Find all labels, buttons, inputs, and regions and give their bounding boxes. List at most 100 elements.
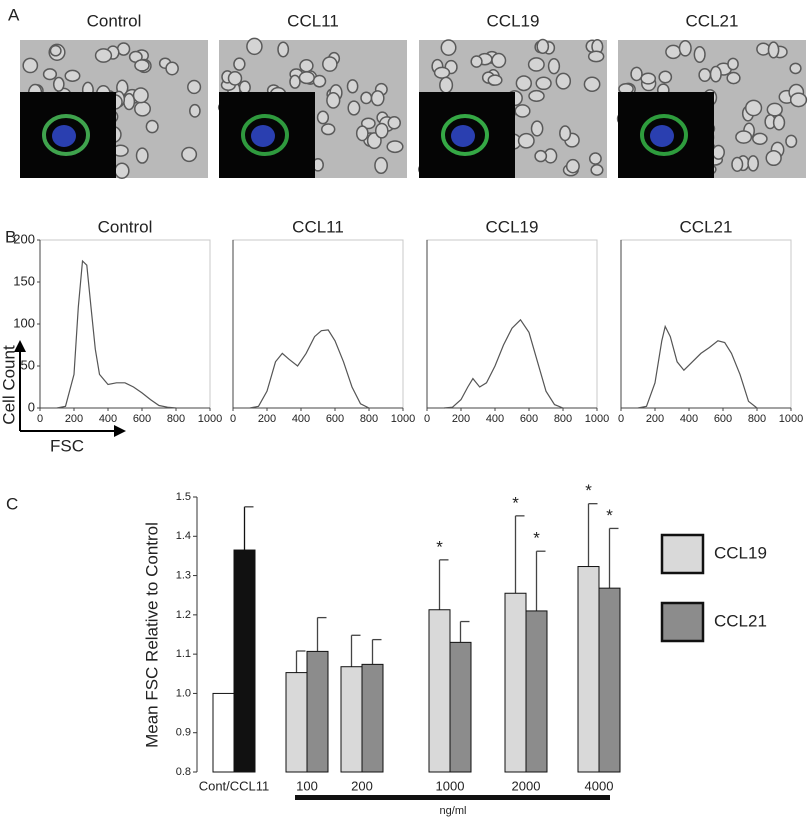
cell <box>588 152 602 165</box>
cell <box>528 89 545 102</box>
plot-frame <box>620 239 792 409</box>
cell <box>277 41 290 58</box>
y-tick-label: 50 <box>21 357 35 372</box>
x-tick-label: 0 <box>230 413 236 425</box>
cell <box>227 71 243 86</box>
cell <box>439 76 454 94</box>
x-tick-label: 4000 <box>585 778 614 793</box>
x-axis-label: ng/ml <box>440 805 467 817</box>
inset-membrane <box>640 114 688 156</box>
cell <box>320 123 336 136</box>
cell <box>374 156 388 175</box>
x-tick-label: 200 <box>646 413 664 425</box>
significance: * <box>585 481 592 500</box>
plot-frame <box>426 239 598 409</box>
cell <box>134 59 150 72</box>
cell <box>727 57 739 71</box>
x-tick-label: 1000 <box>198 413 222 425</box>
cell <box>747 155 759 172</box>
cell <box>347 100 361 116</box>
inset-membrane <box>241 114 289 156</box>
cell <box>735 130 753 144</box>
bar <box>598 587 621 773</box>
cell <box>514 104 531 118</box>
cell <box>698 67 712 83</box>
inset-membrane <box>42 114 90 156</box>
cell <box>360 91 373 105</box>
histogram-line <box>637 324 758 409</box>
y-tick-label: 1.2 <box>176 609 191 621</box>
cell <box>527 57 545 72</box>
cell <box>22 57 39 74</box>
bar <box>340 666 363 773</box>
micrograph <box>616 39 808 178</box>
y-tick-label: 200 <box>13 231 35 246</box>
histogram-line <box>249 329 370 409</box>
bar <box>577 566 600 773</box>
cell <box>693 45 706 63</box>
legend-label: CCL21 <box>714 611 767 630</box>
cell <box>346 79 359 94</box>
y-tick-label: 1.0 <box>176 687 191 699</box>
cell <box>731 156 744 172</box>
cell <box>134 101 151 117</box>
inset-nucleus <box>650 125 674 147</box>
x-tick-label: 2000 <box>512 778 541 793</box>
cell <box>374 122 389 139</box>
cell <box>355 125 369 142</box>
cell <box>587 50 605 63</box>
x-tick-label: 1000 <box>779 413 803 425</box>
image-title: CCL19 <box>487 11 540 30</box>
x-tick-label: 400 <box>292 413 310 425</box>
cell <box>726 71 741 85</box>
chart-title: CCL19 <box>486 217 539 236</box>
bar <box>285 672 308 773</box>
x-axis-label: FSC <box>50 436 84 455</box>
histogram-line <box>443 318 564 409</box>
cell <box>487 74 503 86</box>
micrograph <box>217 37 407 178</box>
cell <box>491 52 507 69</box>
cell <box>64 69 81 82</box>
cell <box>132 87 149 104</box>
panel-label: B <box>5 227 16 246</box>
cell <box>52 76 65 92</box>
cell <box>386 140 404 154</box>
cell <box>289 74 301 89</box>
cell <box>766 102 783 117</box>
x-tick-label: 0 <box>37 413 43 425</box>
x-tick-label: 400 <box>486 413 504 425</box>
cell <box>238 80 251 95</box>
cell <box>322 56 338 72</box>
plot-frame <box>232 239 404 409</box>
cell <box>470 55 483 68</box>
cell <box>326 92 341 109</box>
legend-label: CCL19 <box>714 543 767 562</box>
cell <box>630 66 643 82</box>
x-tick-label: 1000 <box>391 413 415 425</box>
x-tick-label: 0 <box>618 413 624 425</box>
significance: * <box>533 529 540 548</box>
x-tick-label: Cont/CCL11 <box>199 778 270 793</box>
x-tick-label: 0 <box>424 413 430 425</box>
y-tick-label: 0.8 <box>176 766 191 778</box>
x-tick-label: 800 <box>360 413 378 425</box>
cell <box>565 158 580 174</box>
histogram-line <box>56 259 177 409</box>
cell <box>678 39 692 57</box>
cell <box>42 68 58 81</box>
y-axis-label: Cell Count <box>0 345 18 425</box>
x-tick-label: 600 <box>714 413 732 425</box>
image-title: CCL11 <box>287 11 339 30</box>
cell <box>123 92 136 111</box>
cell <box>640 72 657 85</box>
x-tick-label: 800 <box>554 413 572 425</box>
y-tick-label: 100 <box>13 315 35 330</box>
concentration-bar <box>295 795 610 800</box>
cell <box>530 120 544 137</box>
cell <box>312 74 327 88</box>
cell <box>789 92 808 108</box>
bar <box>212 692 235 773</box>
x-tick-label: 200 <box>258 413 276 425</box>
legend-swatch <box>660 601 705 643</box>
